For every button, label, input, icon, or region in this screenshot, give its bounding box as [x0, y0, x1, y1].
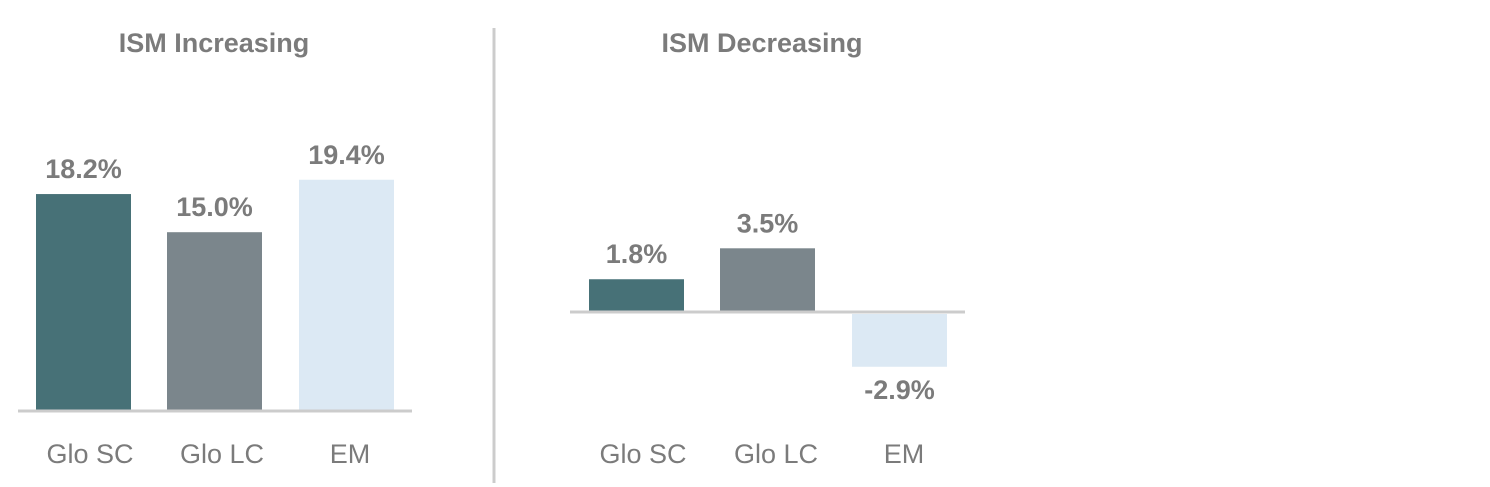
bar-em: [299, 179, 394, 411]
value-label-glo-lc: 3.5%: [737, 208, 799, 238]
bar-glo-sc: [36, 194, 131, 411]
value-label-glo-lc: 15.0%: [176, 192, 253, 222]
bar-group-decreasing: 1.8% 3.5% -2.9%: [589, 208, 947, 405]
category-label-glo-lc: Glo LC: [734, 439, 818, 469]
value-label-em: 19.4%: [308, 140, 385, 170]
category-label-em: EM: [884, 439, 925, 469]
panel-ism-decreasing: ISM Decreasing 1.8% 3.5% -2.9% Glo SC Glo …: [570, 28, 965, 469]
value-label-glo-sc: 1.8%: [606, 239, 668, 269]
bar-glo-sc: [589, 279, 684, 312]
category-labels-decreasing: Glo SC Glo LC EM: [599, 439, 924, 469]
category-label-glo-sc: Glo SC: [599, 439, 686, 469]
bar-glo-lc: [167, 232, 262, 411]
panel-ism-increasing: ISM Increasing 18.2% 15.0% 19.4% Glo SC Gl…: [18, 28, 412, 469]
value-label-em: -2.9%: [864, 375, 935, 405]
value-label-glo-sc: 18.2%: [45, 154, 122, 184]
bar-group-increasing: 18.2% 15.0% 19.4%: [36, 140, 394, 411]
category-label-glo-lc: Glo LC: [180, 439, 264, 469]
category-label-glo-sc: Glo SC: [46, 439, 133, 469]
bar-em: [852, 314, 947, 367]
category-label-em: EM: [330, 439, 371, 469]
category-labels-increasing: Glo SC Glo LC EM: [46, 439, 370, 469]
bar-glo-lc: [720, 248, 815, 312]
chart-title-increasing: ISM Increasing: [119, 28, 310, 58]
chart-title-decreasing: ISM Decreasing: [661, 28, 862, 58]
